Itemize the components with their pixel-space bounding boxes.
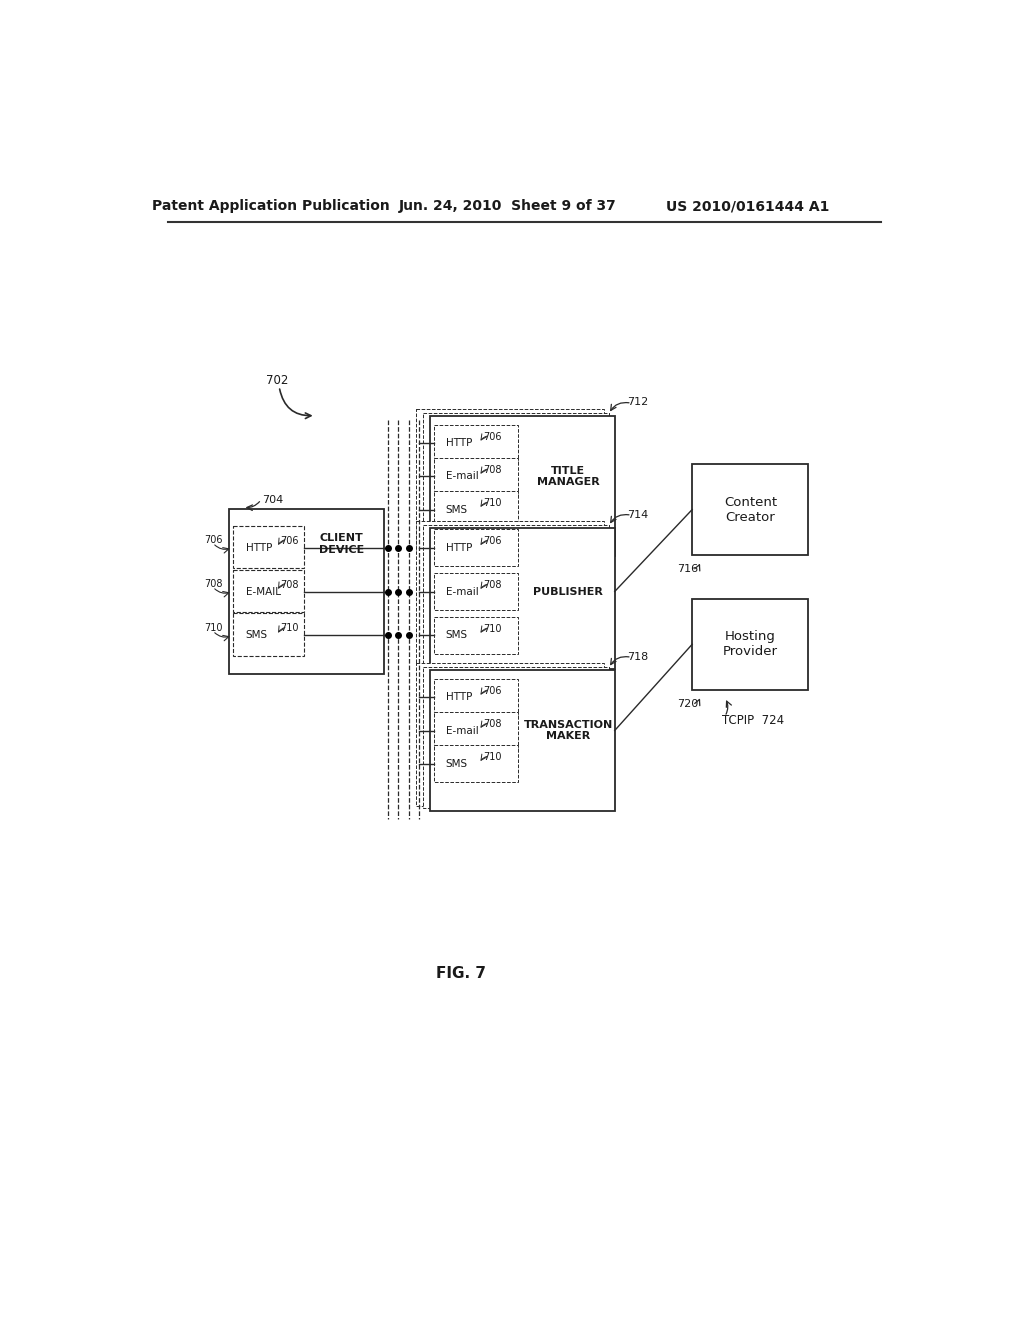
Text: CLIENT
DEVICE: CLIENT DEVICE [318,533,364,554]
Text: 710: 710 [204,623,222,632]
Bar [692,465,809,554]
Text: 718: 718 [628,652,648,661]
Bar [434,711,518,748]
Text: 708: 708 [483,465,502,475]
Text: SMS: SMS [445,504,468,515]
Text: SMS: SMS [445,631,468,640]
Text: Hosting
Provider: Hosting Provider [723,630,778,659]
Bar [430,416,614,557]
Bar [232,525,304,568]
Text: 702: 702 [266,374,289,387]
Bar [434,744,518,781]
Text: SMS: SMS [445,759,468,768]
Text: TITLE
MANAGER: TITLE MANAGER [537,466,600,487]
Bar [430,528,614,668]
Bar [434,573,518,610]
Bar [434,458,518,495]
Text: E-mail: E-mail [445,586,478,597]
Text: 706: 706 [483,432,502,442]
Text: Jun. 24, 2010  Sheet 9 of 37: Jun. 24, 2010 Sheet 9 of 37 [399,199,616,213]
Text: 706: 706 [483,536,502,546]
Bar [423,524,608,667]
Text: HTTP: HTTP [445,543,472,553]
Bar [417,409,604,552]
Bar [417,520,604,664]
Text: Patent Application Publication: Patent Application Publication [153,199,390,213]
Text: E-mail: E-mail [445,471,478,482]
Text: 706: 706 [483,686,502,696]
Text: 720: 720 [677,698,698,709]
Bar [434,491,518,528]
Text: Content
Creator: Content Creator [724,495,777,524]
Bar [430,671,614,810]
Text: 712: 712 [628,397,648,408]
Text: US 2010/0161444 A1: US 2010/0161444 A1 [667,199,829,213]
Text: 708: 708 [204,579,222,589]
Text: HTTP: HTTP [445,438,472,449]
Text: 708: 708 [281,579,299,590]
Bar [434,678,518,715]
Text: HTTP: HTTP [246,543,272,553]
Text: 706: 706 [281,536,299,545]
Text: SMS: SMS [246,631,268,640]
Bar [692,599,809,689]
Text: 708: 708 [483,719,502,730]
Bar [232,614,304,656]
Text: 708: 708 [483,581,502,590]
Bar [434,616,518,653]
Bar [232,570,304,612]
Bar [228,508,384,675]
Text: 710: 710 [281,623,299,634]
Bar [423,667,608,808]
Text: E-mail: E-mail [445,726,478,735]
Text: PUBLISHER: PUBLISHER [534,586,603,597]
Text: FIG. 7: FIG. 7 [436,965,486,981]
Bar [434,529,518,566]
Text: E-MAIL: E-MAIL [246,586,281,597]
Text: 710: 710 [483,624,502,634]
Text: 710: 710 [483,499,502,508]
Text: TCPIP  724: TCPIP 724 [722,714,783,727]
Text: 706: 706 [204,535,222,545]
Text: 710: 710 [483,752,502,763]
Text: 714: 714 [628,510,648,520]
Bar [423,412,608,554]
Text: 704: 704 [262,495,284,506]
Text: HTTP: HTTP [445,693,472,702]
Bar [417,663,604,807]
Text: 716: 716 [677,564,697,574]
Text: TRANSACTION
MAKER: TRANSACTION MAKER [523,719,612,742]
Bar [434,425,518,462]
